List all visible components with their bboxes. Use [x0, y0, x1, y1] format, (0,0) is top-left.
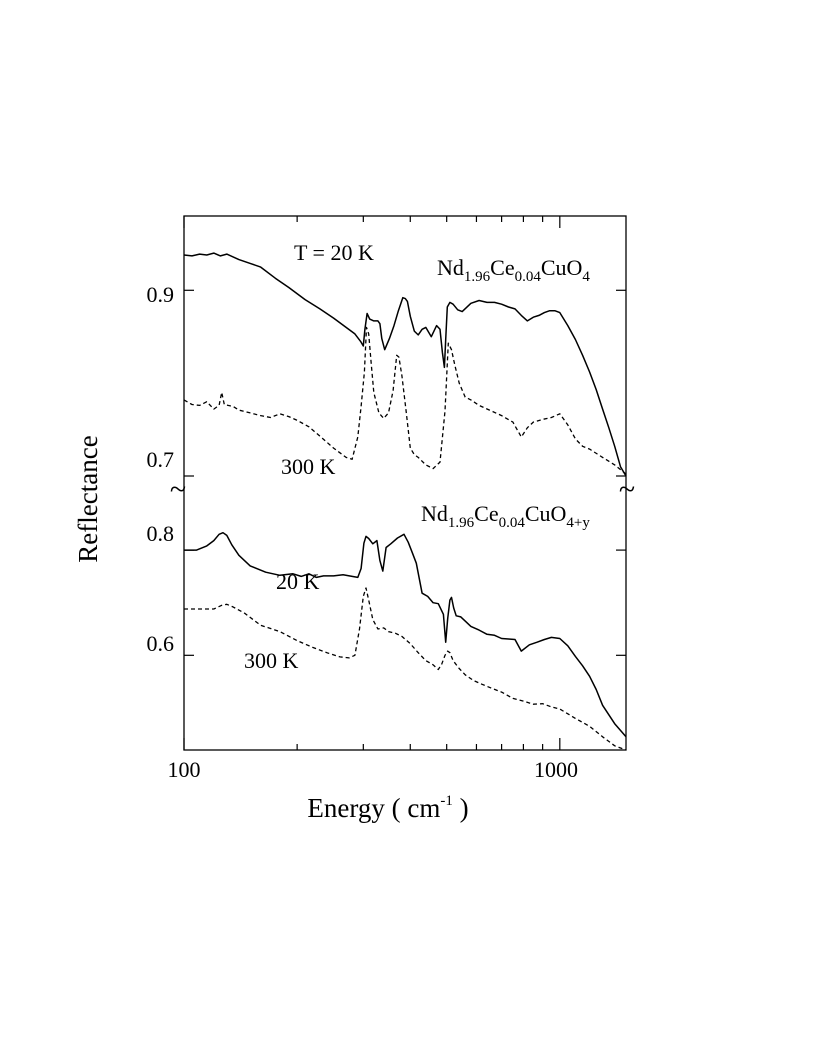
- y-axis-title: Reflectance: [73, 435, 103, 562]
- y-tick-label-lower-0.6: 0.6: [147, 631, 175, 656]
- formula-nd-subscript: 1.96: [464, 269, 491, 285]
- x-axis-title-superscript: -1: [440, 793, 453, 809]
- formula-ce: Ce: [474, 501, 498, 526]
- x-axis-title-close: ): [453, 793, 469, 823]
- lower-sample-formula: Nd1.96Ce0.04CuO4+y: [421, 501, 590, 531]
- formula-cuo: CuO: [541, 255, 583, 280]
- axis-break-right: ~: [619, 473, 635, 506]
- formula-nd: Nd: [437, 255, 464, 280]
- upper-series-t-20-k-line: [183, 252, 627, 477]
- upper-300k-label: 300 K: [281, 454, 336, 479]
- formula-nd: Nd: [421, 501, 448, 526]
- lower-300k-label: 300 K: [244, 648, 299, 673]
- y-tick-label-upper-0.7: 0.7: [147, 447, 175, 472]
- axis-ticks: [183, 216, 626, 750]
- lower-series-20-k-line: [184, 531, 627, 738]
- x-tick-label-1000: 1000: [534, 757, 578, 782]
- y-tick-label-upper-0.9: 0.9: [147, 282, 175, 307]
- lower-series-300-k-line: [184, 587, 627, 751]
- x-axis-title-main: Energy ( cm: [307, 793, 440, 823]
- formula-nd-subscript: 1.96: [448, 515, 475, 531]
- lower-20k-label: 20 K: [276, 569, 320, 594]
- formula-ce: Ce: [490, 255, 514, 280]
- upper-temperature-label: T = 20 K: [294, 240, 374, 265]
- formula-ce-subscript: 0.04: [515, 269, 542, 285]
- plot-frame: [183, 215, 627, 751]
- x-tick-label-100: 100: [168, 757, 201, 782]
- formula-ce-subscript: 0.04: [499, 515, 526, 531]
- upper-series-300-k-line: [183, 326, 627, 475]
- formula-cuo: CuO: [525, 501, 567, 526]
- upper-sample-formula: Nd1.96Ce0.04CuO4: [437, 255, 590, 285]
- axis-break-left: ~: [170, 473, 186, 506]
- formula-o-subscript: 4+y: [566, 515, 590, 531]
- series-layer: [183, 252, 627, 751]
- x-axis-title: Energy ( cm-1 ): [307, 793, 468, 823]
- formula-o-subscript: 4: [582, 269, 590, 285]
- y-tick-label-lower-0.8: 0.8: [147, 521, 175, 546]
